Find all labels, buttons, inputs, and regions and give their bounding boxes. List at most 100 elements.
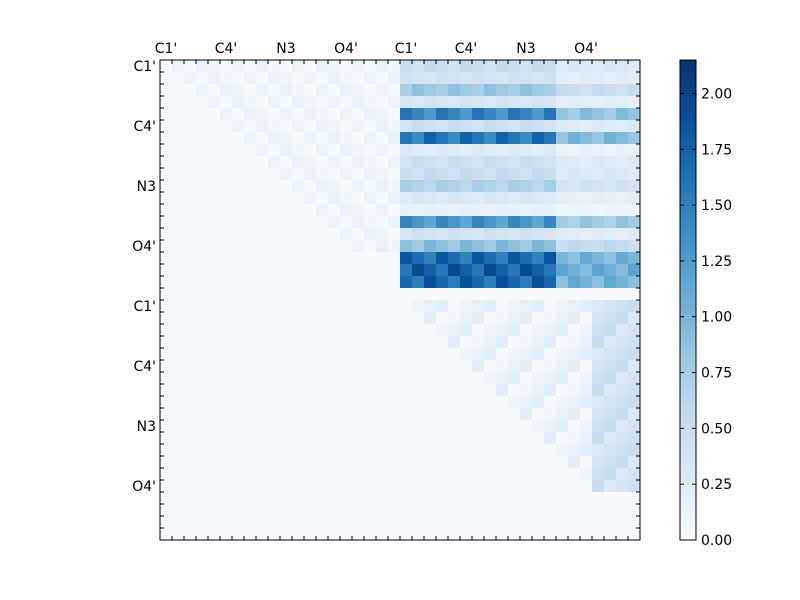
heatmap-cell: [424, 372, 437, 385]
heatmap-cell: [448, 204, 461, 217]
heatmap-cell: [628, 276, 641, 289]
heatmap-cell: [460, 348, 473, 361]
heatmap-cell: [268, 216, 281, 229]
heatmap-cell: [592, 180, 605, 193]
heatmap-cell: [220, 180, 233, 193]
heatmap-cell: [196, 480, 209, 493]
heatmap-cell: [304, 204, 317, 217]
heatmap-cell: [232, 516, 245, 529]
heatmap-cell: [508, 216, 521, 229]
heatmap-cell: [208, 516, 221, 529]
y-tick-label: C1': [133, 59, 156, 75]
heatmap-cell: [472, 528, 485, 541]
heatmap-cell: [364, 144, 377, 157]
heatmap-cell: [400, 288, 413, 301]
heatmap-cell: [256, 468, 269, 481]
heatmap-cell: [388, 300, 401, 313]
heatmap-cell: [388, 444, 401, 457]
heatmap-cell: [208, 420, 221, 433]
heatmap-cell: [460, 456, 473, 469]
heatmap-cell: [520, 96, 533, 109]
heatmap-cell: [532, 180, 545, 193]
heatmap-cell: [328, 432, 341, 445]
heatmap-cell: [184, 312, 197, 325]
heatmap-cell: [544, 348, 557, 361]
heatmap-cell: [352, 264, 365, 277]
heatmap-cell: [544, 480, 557, 493]
heatmap-cell: [268, 528, 281, 541]
heatmap-cell: [484, 144, 497, 157]
heatmap-cell: [292, 528, 305, 541]
heatmap-cell: [532, 144, 545, 157]
heatmap-cell: [364, 504, 377, 517]
heatmap-cell: [292, 324, 305, 337]
heatmap-cell: [484, 240, 497, 253]
heatmap-cell: [244, 384, 257, 397]
heatmap-cell: [376, 60, 389, 73]
heatmap-cell: [616, 480, 629, 493]
heatmap-cell: [484, 336, 497, 349]
heatmap-cell: [544, 204, 557, 217]
heatmap-cell: [604, 204, 617, 217]
heatmap-cell: [292, 300, 305, 313]
heatmap-cell: [580, 288, 593, 301]
heatmap-cell: [556, 192, 569, 205]
heatmap-cell: [244, 72, 257, 85]
heatmap-cell: [244, 204, 257, 217]
heatmap-cell: [292, 504, 305, 517]
heatmap-cell: [328, 324, 341, 337]
heatmap-cell: [268, 228, 281, 241]
heatmap-cell: [172, 300, 185, 313]
heatmap-cell: [484, 60, 497, 73]
heatmap-cell: [508, 276, 521, 289]
heatmap-cell: [328, 468, 341, 481]
heatmap-cell: [352, 492, 365, 505]
heatmap-cell: [316, 456, 329, 469]
heatmap-cell: [244, 84, 257, 97]
heatmap-cell: [592, 480, 605, 493]
heatmap-cell: [388, 468, 401, 481]
heatmap-cell: [208, 264, 221, 277]
heatmap-cell: [472, 252, 485, 265]
heatmap-cell: [604, 348, 617, 361]
heatmap-cell: [244, 324, 257, 337]
heatmap-cell: [448, 408, 461, 421]
heatmap-cell: [232, 492, 245, 505]
heatmap-cell: [508, 504, 521, 517]
heatmap-cell: [340, 336, 353, 349]
heatmap-cell: [616, 240, 629, 253]
heatmap-cell: [352, 60, 365, 73]
heatmap-cell: [436, 312, 449, 325]
heatmap-cell: [436, 132, 449, 145]
heatmap-cell: [256, 276, 269, 289]
heatmap-cell: [256, 192, 269, 205]
heatmap-cell: [340, 288, 353, 301]
heatmap-cell: [616, 396, 629, 409]
heatmap-cell: [256, 108, 269, 121]
heatmap-cell: [328, 144, 341, 157]
heatmap-cell: [184, 276, 197, 289]
heatmap-cell: [160, 132, 173, 145]
heatmap-cell: [580, 180, 593, 193]
heatmap-cell: [244, 492, 257, 505]
heatmap-cell: [544, 84, 557, 97]
heatmap-cell: [616, 444, 629, 457]
heatmap-cell: [364, 204, 377, 217]
heatmap-cell: [628, 396, 641, 409]
heatmap-cell: [364, 456, 377, 469]
heatmap-cell: [292, 96, 305, 109]
heatmap-cell: [268, 60, 281, 73]
colorbar-tick-label: 2.00: [701, 86, 732, 102]
heatmap-cell: [256, 168, 269, 181]
heatmap-cell: [232, 444, 245, 457]
heatmap-cell: [472, 480, 485, 493]
heatmap-cell: [628, 216, 641, 229]
heatmap-cell: [448, 528, 461, 541]
heatmap-cell: [412, 264, 425, 277]
heatmap-cell: [292, 168, 305, 181]
heatmap-cell: [628, 324, 641, 337]
heatmap-cell: [592, 348, 605, 361]
y-tick-label: C4': [133, 119, 156, 135]
heatmap-cell: [292, 84, 305, 97]
heatmap-cell: [592, 276, 605, 289]
